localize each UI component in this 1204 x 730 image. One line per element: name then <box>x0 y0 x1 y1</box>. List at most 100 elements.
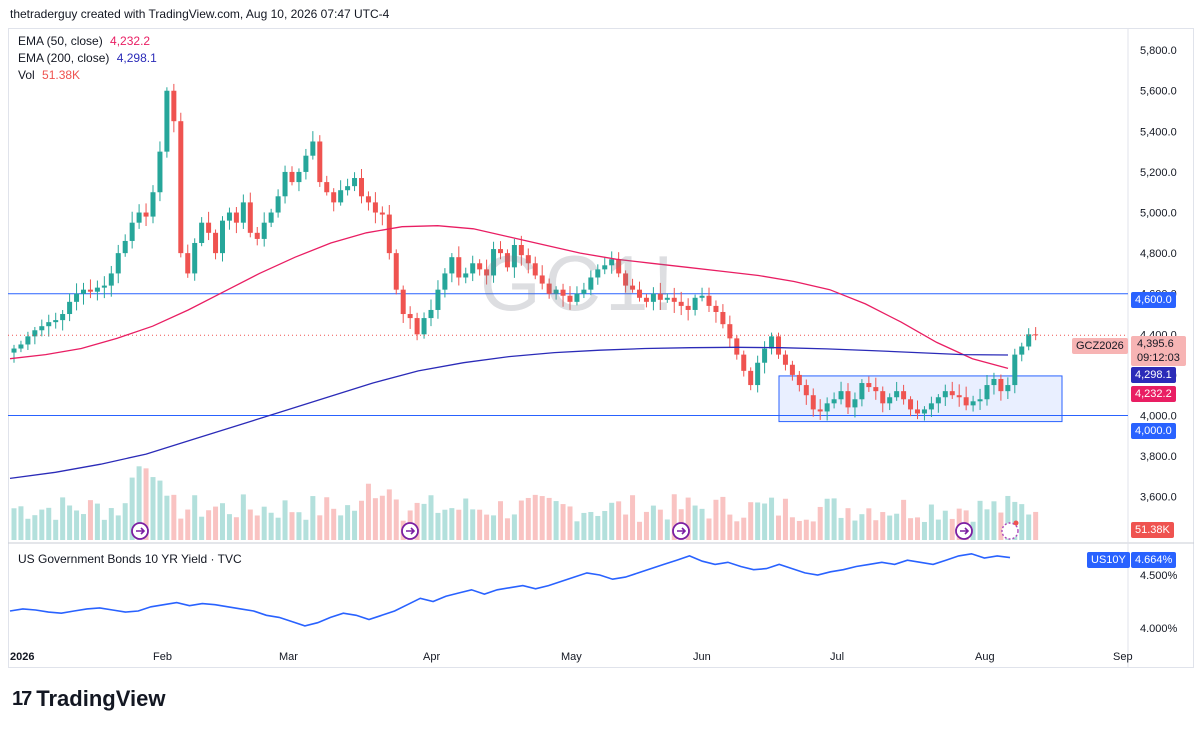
candle-body <box>685 305 691 310</box>
candle-body <box>428 309 434 319</box>
candle-body <box>956 395 962 398</box>
candle-body <box>136 212 142 223</box>
candle-body <box>393 253 399 290</box>
volume-bar <box>261 506 267 540</box>
candle-body <box>365 196 371 203</box>
candle-body <box>379 212 385 215</box>
us10y-symbol-label: US10Y <box>1087 552 1130 568</box>
volume-bar <box>838 517 844 540</box>
candle-body <box>880 391 886 404</box>
candle-body <box>414 318 420 335</box>
volume-bar <box>1026 514 1032 540</box>
candle-body <box>609 259 615 266</box>
legend-volume[interactable]: Vol 51.38K <box>18 68 80 82</box>
candle-body <box>81 289 86 294</box>
volume-bar <box>588 511 594 540</box>
volume-bar <box>671 494 677 540</box>
candle-body <box>46 322 52 327</box>
volume-bar <box>706 518 712 540</box>
ema50-line <box>9 225 1009 370</box>
candle-body <box>713 305 719 312</box>
price-axis-tick: 5,000.0 <box>1140 208 1177 220</box>
volume-bar <box>720 496 726 540</box>
event-arrow-icon <box>136 527 146 535</box>
volume-bar <box>199 516 205 540</box>
candle-body <box>456 257 462 278</box>
candle-body <box>171 90 177 122</box>
volume-bar <box>567 506 573 540</box>
candle-body <box>581 289 587 294</box>
candle-body <box>199 222 205 243</box>
candle-body <box>657 293 663 300</box>
volume-bar <box>546 497 552 540</box>
volume-bar <box>345 505 351 540</box>
candle-body <box>845 391 851 408</box>
candle-body <box>831 399 837 404</box>
candle-body <box>192 242 198 274</box>
volume-bar <box>789 517 795 540</box>
candle-body <box>525 255 531 264</box>
volume-bar <box>206 510 212 540</box>
price-axis-tick: 3,600.0 <box>1140 492 1177 504</box>
volume-bar <box>685 497 691 540</box>
volume-bar <box>630 495 636 540</box>
candle-body <box>1012 354 1018 386</box>
candle-body <box>949 391 955 396</box>
candle-body <box>463 273 469 278</box>
volume-bar <box>303 519 309 540</box>
candle-body <box>602 265 608 270</box>
volume-bar <box>456 509 462 540</box>
volume-bar <box>755 502 761 540</box>
price-axis-tick: 4,000.0 <box>1140 411 1177 423</box>
candle-body <box>894 391 900 398</box>
volume-bar <box>734 521 740 540</box>
candle-body <box>164 90 170 152</box>
volume-bar <box>894 513 900 540</box>
volume-bar <box>595 515 601 540</box>
candle-body <box>421 318 427 335</box>
candle-body <box>824 403 830 412</box>
candle-body <box>18 344 24 349</box>
volume-bar <box>87 500 93 540</box>
volume-bar <box>365 483 371 540</box>
tradingview-logo[interactable]: 17 TradingView <box>12 686 165 712</box>
volume-bar <box>282 500 288 540</box>
yield-axis-tick: 4.000% <box>1140 623 1178 635</box>
candle-body <box>289 171 295 183</box>
candle-body <box>108 273 114 286</box>
candle-body <box>650 293 656 302</box>
volume-bar <box>609 502 615 540</box>
chart-frame[interactable] <box>8 28 1194 668</box>
volume-bar <box>60 497 66 540</box>
candle-body <box>442 273 448 290</box>
volume-bar <box>949 518 955 540</box>
time-axis-label: Feb <box>153 651 172 663</box>
volume-bar <box>129 477 135 540</box>
candle-body <box>25 336 31 345</box>
candle-body <box>942 391 948 398</box>
candle-body <box>991 378 997 386</box>
volume-bar <box>921 521 927 540</box>
legend-volume-label: Vol <box>18 68 35 82</box>
volume-bar <box>178 518 184 540</box>
volume-bar <box>338 515 344 540</box>
tradingview-logo-text: TradingView <box>36 686 166 711</box>
candle-body <box>1019 346 1025 355</box>
candle-body <box>185 253 191 274</box>
volume-bar <box>762 503 768 540</box>
candle-body <box>511 245 517 268</box>
candle-body <box>859 383 865 400</box>
volume-bar <box>185 509 191 540</box>
legend-ema50[interactable]: EMA (50, close) 4,232.2 <box>18 34 150 48</box>
yield-axis-tick: 4.500% <box>1140 570 1178 582</box>
volume-bar <box>692 505 698 540</box>
volume-bar <box>310 496 316 540</box>
candle-body <box>11 348 17 353</box>
event-arrow-icon <box>406 527 416 535</box>
candle-body <box>178 121 184 254</box>
volume-price-label: 51.38K <box>1131 522 1174 538</box>
candle-body <box>741 354 747 371</box>
candle-body <box>32 330 38 337</box>
legend-ema200[interactable]: EMA (200, close) 4,298.1 <box>18 51 157 65</box>
